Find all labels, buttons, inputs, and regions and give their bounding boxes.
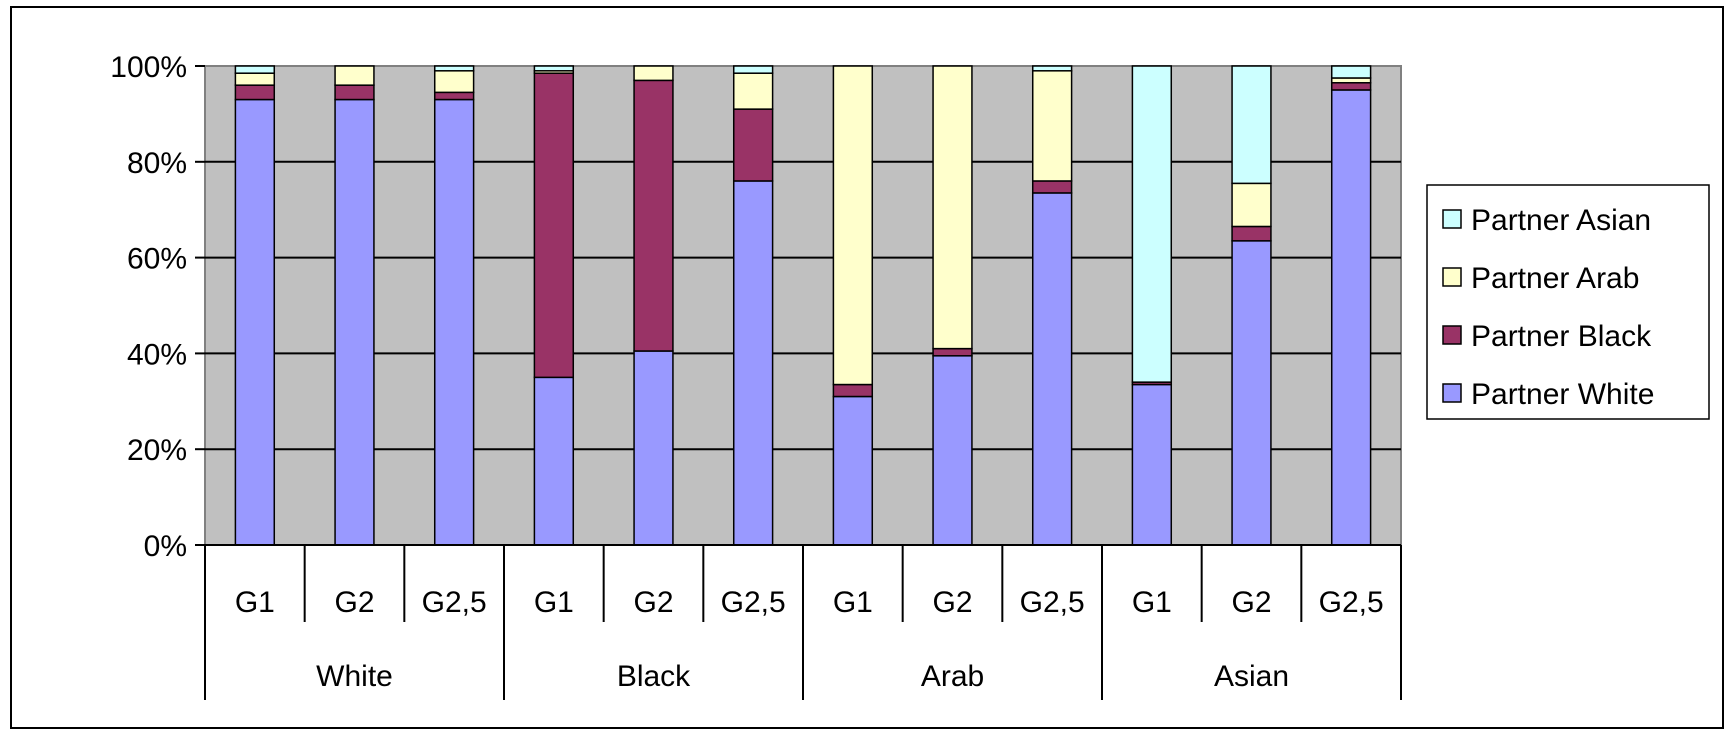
bar-partner-white-arab-g1	[832, 395, 874, 546]
bar-partner-asian-black-g2-5	[732, 65, 774, 74]
bars	[234, 65, 1372, 546]
group-label-asian: Asian	[1214, 660, 1289, 693]
y-tick-label: 60%	[127, 243, 187, 276]
legend: Partner Asian Partner Arab Partner Black Pa…	[1426, 184, 1710, 420]
legend-label-partner-white: Partner White	[1471, 378, 1654, 411]
group-label-black: Black	[617, 660, 691, 693]
bar-partner-white-asian-g1	[1131, 383, 1173, 546]
x-tick-label: G2	[932, 586, 972, 619]
y-tick-label: 20%	[127, 434, 187, 467]
y-tick-label: 100%	[110, 51, 187, 84]
bar-partner-black-black-g2-5	[732, 108, 774, 182]
legend-swatch-partner-arab	[1442, 267, 1462, 287]
bar-partner-white-asian-g2-5	[1330, 89, 1372, 546]
bar-partner-black-asian-g2-5	[1330, 82, 1372, 91]
legend-swatch-partner-asian	[1442, 209, 1462, 229]
legend-label-partner-black: Partner Black	[1471, 320, 1652, 353]
y-tick-label: 40%	[127, 338, 187, 371]
bar-partner-white-white-g2-5	[433, 98, 475, 546]
x-tick-label: G2,5	[422, 586, 487, 619]
bar-partner-black-black-g2	[633, 79, 674, 352]
bar-partner-white-arab-g2	[932, 355, 973, 546]
bar-partner-asian-white-g2-5	[433, 65, 475, 72]
x-tick-label: G2,5	[1319, 586, 1384, 619]
bar-partner-black-black-g1	[533, 72, 575, 379]
bar-partner-white-white-g2	[334, 98, 375, 546]
x-tick-label: G1	[235, 586, 275, 619]
bar-partner-arab-black-g2-5	[732, 72, 774, 110]
legend-swatch-partner-black	[1442, 325, 1462, 345]
bar-partner-asian-asian-g2	[1231, 65, 1272, 185]
bar-partner-white-black-g2	[633, 350, 674, 546]
bar-partner-arab-white-g2-5	[433, 70, 475, 94]
y-tick-label: 0%	[144, 530, 187, 563]
legend-label-partner-asian: Partner Asian	[1471, 204, 1651, 237]
legend-label-partner-arab: Partner Arab	[1471, 262, 1639, 295]
bar-partner-white-black-g1	[533, 376, 575, 546]
legend-box	[1426, 184, 1710, 420]
bar-partner-asian-black-g1	[533, 65, 575, 72]
bar-partner-arab-black-g2	[633, 65, 674, 82]
bar-partner-asian-asian-g1	[1131, 65, 1173, 383]
bar-partner-arab-arab-g2-5	[1031, 70, 1073, 182]
x-tick-label: G2	[633, 586, 673, 619]
x-tick-label: G1	[534, 586, 574, 619]
x-tick-label: G1	[1132, 586, 1172, 619]
bar-partner-black-white-g2	[334, 84, 375, 101]
axes: 0% 20% 40% 60% 80% 100% G1 G2 G2,5 G1 G2 G2,5 G1 G2 G2…	[110, 51, 1402, 700]
bar-partner-white-arab-g2-5	[1031, 192, 1073, 546]
bar-partner-white-black-g2-5	[732, 180, 774, 546]
y-tick-label: 80%	[127, 147, 187, 180]
bar-partner-arab-white-g2	[334, 65, 375, 86]
bar-partner-white-white-g1	[234, 98, 276, 546]
bar-partner-black-white-g1	[234, 84, 276, 101]
bar-partner-asian-white-g1	[234, 65, 276, 74]
plot-area	[204, 65, 1402, 546]
x-tick-label: G2,5	[721, 586, 786, 619]
gridlines	[205, 160, 1401, 451]
x-tick-label: G2,5	[1020, 586, 1085, 619]
group-label-arab: Arab	[921, 660, 984, 693]
bar-partner-black-arab-g1	[832, 383, 874, 398]
bar-partner-black-arab-g2	[932, 347, 973, 357]
group-label-white: White	[316, 660, 393, 693]
x-tick-label: G2	[334, 586, 374, 619]
bar-partner-arab-asian-g2	[1231, 182, 1272, 228]
bar-partner-black-asian-g2	[1231, 225, 1272, 242]
bar-partner-arab-arab-g1	[832, 65, 874, 386]
x-tick-label: G1	[833, 586, 873, 619]
bar-partner-asian-arab-g2-5	[1031, 65, 1073, 72]
bar-partner-arab-arab-g2	[932, 65, 973, 350]
bar-partner-arab-white-g1	[234, 72, 276, 86]
bar-partner-black-white-g2-5	[433, 91, 475, 101]
bar-partner-black-arab-g2-5	[1031, 180, 1073, 194]
x-tick-label: G2	[1231, 586, 1271, 619]
bar-partner-white-asian-g2	[1231, 240, 1272, 546]
legend-swatch-partner-white	[1442, 383, 1462, 403]
bar-partner-asian-asian-g2-5	[1330, 65, 1372, 79]
